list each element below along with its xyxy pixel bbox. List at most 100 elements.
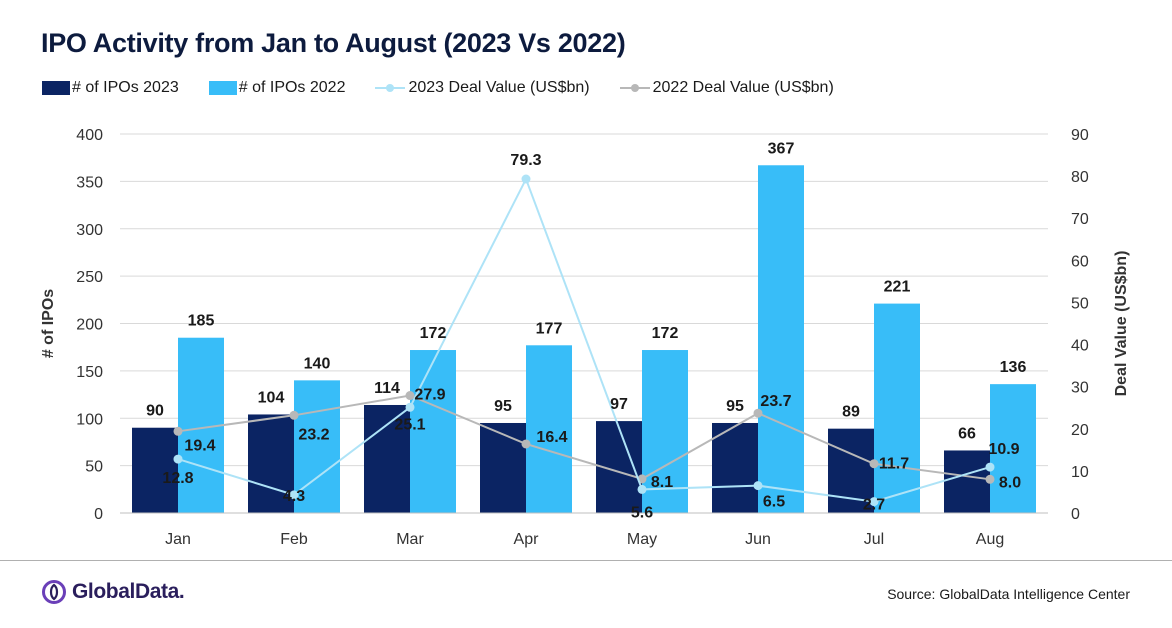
line-label-2022-deal-value-us-bn: 19.4 (184, 437, 215, 454)
y2-tick-label: 50 (1071, 295, 1089, 312)
x-tick-label: Aug (976, 531, 1004, 548)
point-2023-deal-value-us-bn (521, 174, 531, 184)
y-tick-label: 0 (94, 506, 103, 523)
y-tick-label: 300 (76, 222, 103, 239)
data-labels: 90 104 114 95 97 95 89 66 185 140 172 177 172 367 221 1… (146, 140, 1026, 521)
chart-plot: 0 50 100 150 200 250 300 350 400 0 10 20 30 40 50 60 70 8… (40, 127, 1130, 548)
point-2023-deal-value-us-bn (173, 454, 183, 464)
point-2022-deal-value-us-bn (753, 408, 763, 418)
line-label-2023-deal-value-us-bn: 12.8 (162, 470, 193, 487)
legend-item-deal-2022: 2022 Deal Value (US$bn) (619, 79, 834, 97)
bar-of-ipos-2023 (132, 427, 178, 513)
point-2022-deal-value-us-bn (521, 439, 531, 449)
y-tick-label: 150 (76, 364, 103, 381)
x-tick-label: Feb (280, 531, 308, 548)
legend-label-deal-2023: 2023 Deal Value (US$bn) (408, 79, 590, 96)
line-label-2022-deal-value-us-bn: 27.9 (414, 387, 445, 404)
bar-label-of-ipos-2022: 367 (768, 140, 795, 157)
bar-of-ipos-2022 (410, 350, 456, 513)
bar-label-of-ipos-2023: 104 (258, 389, 285, 406)
line-label-2022-deal-value-us-bn: 23.7 (760, 393, 791, 410)
y-tick-label: 400 (76, 127, 103, 144)
bar-label-of-ipos-2022: 172 (420, 325, 447, 342)
legend: # of IPOs 2023 # of IPOs 2022 2023 Deal … (42, 77, 864, 99)
y2-tick-label: 80 (1071, 169, 1089, 186)
y2-tick-label: 70 (1071, 211, 1089, 228)
lines (173, 174, 995, 507)
chart-title: IPO Activity from Jan to August (2023 Vs… (41, 28, 626, 58)
line-2023-deal-value-us-bn (177, 176, 991, 503)
bar-label-of-ipos-2023: 114 (374, 380, 400, 397)
x-tick-label: Jun (745, 531, 771, 548)
line-label-2023-deal-value-us-bn: 2.7 (863, 497, 885, 514)
bar-of-ipos-2022 (294, 380, 340, 513)
y2-tick-label: 20 (1071, 422, 1089, 439)
bar-label-of-ipos-2022: 221 (884, 279, 911, 296)
y2-tick-label: 30 (1071, 380, 1089, 397)
y2-tick-label: 40 (1071, 338, 1089, 355)
bar-of-ipos-2022 (874, 303, 920, 513)
bar-label-of-ipos-2022: 185 (188, 313, 215, 330)
bar-of-ipos-2022 (526, 345, 572, 513)
bar-of-ipos-2023 (364, 404, 410, 513)
point-2022-deal-value-us-bn (985, 474, 995, 484)
line-label-2023-deal-value-us-bn: 25.1 (394, 416, 425, 433)
bar-label-of-ipos-2022: 136 (1000, 359, 1027, 376)
y2-tick-label: 0 (1071, 506, 1080, 523)
bar-of-ipos-2022 (990, 384, 1036, 513)
bar-label-of-ipos-2023: 66 (958, 425, 976, 442)
y2-axis-title: Deal Value (US$bn) (1113, 251, 1130, 397)
line-label-2022-deal-value-us-bn: 23.2 (298, 426, 329, 443)
globaldata-logo: GlobalData. (41, 579, 185, 605)
bar-label-of-ipos-2023: 95 (494, 398, 512, 415)
line-label-2023-deal-value-us-bn: 6.5 (763, 494, 785, 511)
x-tick-label: Jan (165, 531, 191, 548)
point-2022-deal-value-us-bn (869, 459, 879, 469)
point-2023-deal-value-us-bn (753, 481, 763, 491)
legend-line-deal-2023 (375, 81, 406, 95)
footer-divider (0, 560, 1172, 561)
line-label-2023-deal-value-us-bn: 4.3 (283, 488, 305, 505)
line-label-2023-deal-value-us-bn: 5.6 (631, 504, 653, 521)
bars (132, 165, 1036, 513)
y2-tick-label: 60 (1071, 253, 1089, 270)
bar-label-of-ipos-2023: 89 (842, 404, 860, 421)
line-label-2022-deal-value-us-bn: 11.7 (879, 456, 909, 473)
bar-label-of-ipos-2022: 140 (304, 355, 331, 372)
source-note: Source: GlobalData Intelligence Center (887, 586, 1130, 602)
logo-text: GlobalData. (72, 580, 185, 603)
x-tick-label: Apr (514, 531, 540, 548)
line-2022-deal-value-us-bn (177, 394, 991, 481)
bar-label-of-ipos-2023: 90 (146, 403, 164, 420)
axes: 0 50 100 150 200 250 300 350 400 0 10 20 30 40 50 60 70 8… (40, 127, 1130, 548)
legend-swatch-ipos-2023 (42, 81, 70, 95)
y-tick-label: 200 (76, 317, 103, 334)
x-tick-label: Jul (864, 531, 884, 548)
point-2023-deal-value-us-bn (637, 484, 647, 494)
bar-of-ipos-2023 (480, 422, 526, 513)
bar-of-ipos-2022 (642, 350, 688, 513)
x-tick-label: Mar (396, 531, 424, 548)
bar-of-ipos-2023 (248, 414, 294, 513)
point-2023-deal-value-us-bn (289, 490, 299, 500)
point-2022-deal-value-us-bn (289, 410, 299, 420)
globaldata-logo-icon (42, 580, 66, 604)
bar-label-of-ipos-2022: 177 (536, 320, 563, 337)
bar-label-of-ipos-2023: 97 (610, 396, 628, 413)
bar-label-of-ipos-2022: 172 (652, 325, 679, 342)
bar-of-ipos-2022 (758, 165, 804, 513)
y-tick-label: 100 (76, 411, 103, 428)
bar-of-ipos-2023 (712, 422, 758, 513)
point-2022-deal-value-us-bn (173, 426, 183, 436)
bar-of-ipos-2023 (944, 450, 990, 513)
y2-tick-label: 10 (1071, 464, 1089, 481)
y-tick-label: 350 (76, 174, 103, 191)
legend-item-ipos-2023: # of IPOs 2023 (42, 79, 179, 97)
legend-swatch-ipos-2022 (208, 81, 237, 95)
y-tick-label: 50 (85, 459, 103, 476)
legend-label-ipos-2022: # of IPOs 2022 (238, 79, 346, 96)
line-label-2023-deal-value-us-bn: 10.9 (988, 441, 1019, 458)
y2-tick-label: 90 (1071, 127, 1089, 144)
y-axis-title: # of IPOs (40, 289, 57, 358)
y-tick-label: 250 (76, 269, 103, 286)
